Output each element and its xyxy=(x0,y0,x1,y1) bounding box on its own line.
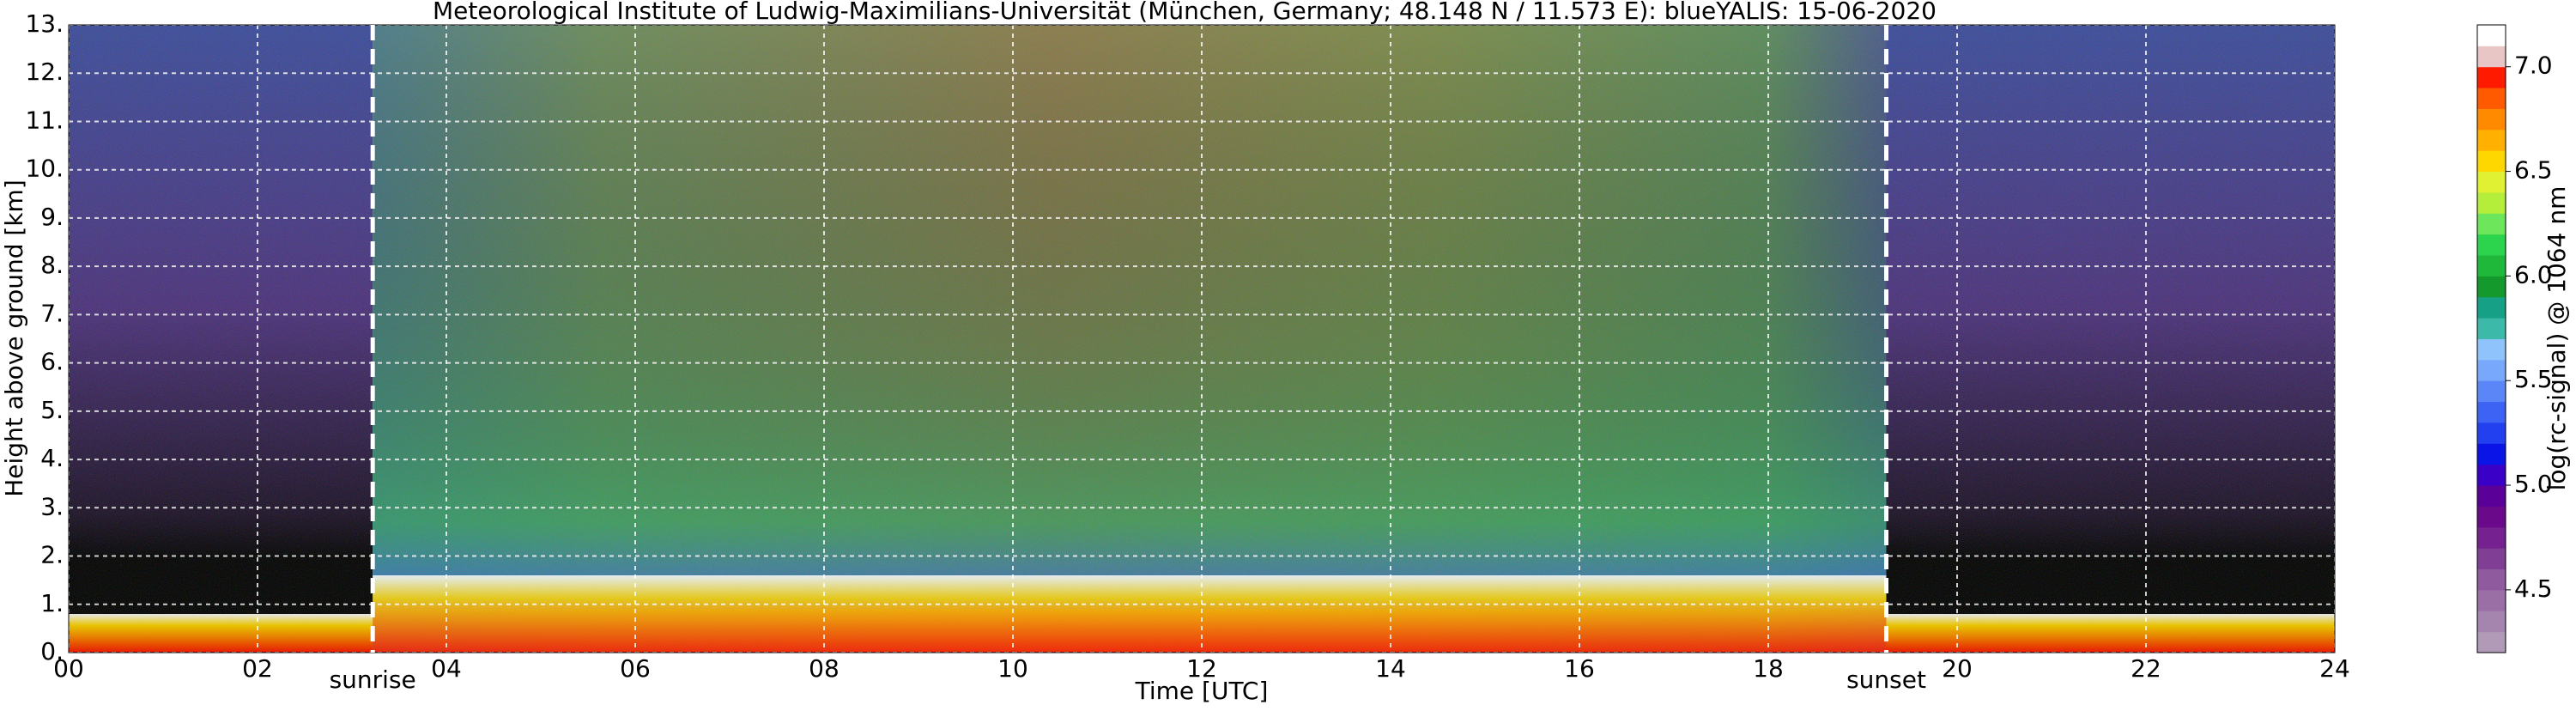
y-tick-label: 3. xyxy=(40,492,64,520)
colorbar-frame xyxy=(2476,24,2506,653)
colorbar-level xyxy=(2477,129,2506,151)
x-tick-label: 04 xyxy=(431,654,462,683)
x-tick-label: 20 xyxy=(1942,654,1973,683)
colorbar-level xyxy=(2477,171,2506,193)
x-axis-label: Time [UTC] xyxy=(1135,677,1269,705)
colorbar-level xyxy=(2477,631,2506,653)
y-tick-label: 5. xyxy=(40,396,64,424)
colorbar-level xyxy=(2477,213,2506,235)
x-tick-label: 10 xyxy=(997,654,1028,683)
colorbar-level xyxy=(2477,506,2506,528)
chart-title: Meteorological Institute of Ludwig-Maxim… xyxy=(433,0,1937,25)
y-tick-label: 12. xyxy=(25,58,64,86)
colorbar-level xyxy=(2477,548,2506,570)
x-tick-label: 06 xyxy=(620,654,651,683)
colorbar-level xyxy=(2477,46,2506,68)
y-tick-label: 9. xyxy=(40,203,64,231)
annotation-label: sunrise xyxy=(330,665,416,694)
colorbar-tick-label: 5.0 xyxy=(2514,470,2553,498)
boundary-layer xyxy=(69,614,373,653)
colorbar-label: log(rc-signal) @ 1064 nm xyxy=(2543,186,2571,491)
colorbar-level xyxy=(2477,464,2506,486)
y-tick-label: 2. xyxy=(40,541,64,569)
colorbar-level xyxy=(2477,589,2506,611)
x-tick-label: 22 xyxy=(2131,654,2161,683)
x-tick-label: 02 xyxy=(242,654,273,683)
x-tick-label: 14 xyxy=(1375,654,1406,683)
x-tick-label: 16 xyxy=(1564,654,1595,683)
y-tick-label: 13. xyxy=(25,9,64,38)
colorbar-level xyxy=(2477,108,2506,131)
y-tick-label: 10. xyxy=(25,155,64,183)
colorbar-level xyxy=(2477,443,2506,465)
x-tick-label: 00 xyxy=(53,654,84,683)
colorbar-level xyxy=(2477,234,2506,256)
y-tick-label: 1. xyxy=(40,589,64,617)
colorbar-level xyxy=(2477,401,2506,423)
plot-frame xyxy=(68,24,2336,653)
annotation-label: sunset xyxy=(1846,665,1926,694)
x-tick-label: 24 xyxy=(2319,654,2350,683)
colorbar-level xyxy=(2477,526,2506,549)
y-axis-label: Height above ground [km] xyxy=(0,179,28,497)
colorbar-level xyxy=(2477,191,2506,214)
y-tick-label: 0. xyxy=(40,637,64,665)
boundary-layer xyxy=(373,575,1887,653)
colorbar-level xyxy=(2477,296,2506,319)
colorbar-level xyxy=(2477,25,2506,46)
y-tick-label: 4. xyxy=(40,444,64,472)
colorbar-tick-label: 5.5 xyxy=(2514,365,2553,393)
x-tick-label: 18 xyxy=(1753,654,1784,683)
colorbar-level xyxy=(2477,318,2506,339)
colorbar-level xyxy=(2477,359,2506,381)
colorbar-tick-label: 4.5 xyxy=(2514,574,2553,603)
colorbar-level xyxy=(2477,150,2506,173)
colorbar-level xyxy=(2477,422,2506,444)
colorbar-level xyxy=(2477,276,2506,298)
colorbar-tick-label: 6.5 xyxy=(2514,156,2553,185)
colorbar-level xyxy=(2477,66,2506,88)
colorbar-level xyxy=(2477,568,2506,591)
y-tick-label: 8. xyxy=(40,251,64,279)
colorbar-tick-label: 7.0 xyxy=(2514,52,2553,80)
colorbar-level xyxy=(2477,338,2506,361)
y-tick-label: 11. xyxy=(25,106,64,134)
colorbar-level xyxy=(2477,380,2506,403)
colorbar-tick-label: 6.0 xyxy=(2514,260,2553,289)
y-tick-label: 6. xyxy=(40,348,64,376)
colorbar-level xyxy=(2477,611,2506,633)
colorbar-level xyxy=(2477,88,2506,109)
y-tick-label: 7. xyxy=(40,299,64,327)
x-tick-label: 12 xyxy=(1186,654,1217,683)
colorbar-level xyxy=(2477,255,2506,276)
colorbar-level xyxy=(2477,485,2506,507)
boundary-layer xyxy=(1886,614,2335,653)
x-tick-label: 08 xyxy=(809,654,839,683)
